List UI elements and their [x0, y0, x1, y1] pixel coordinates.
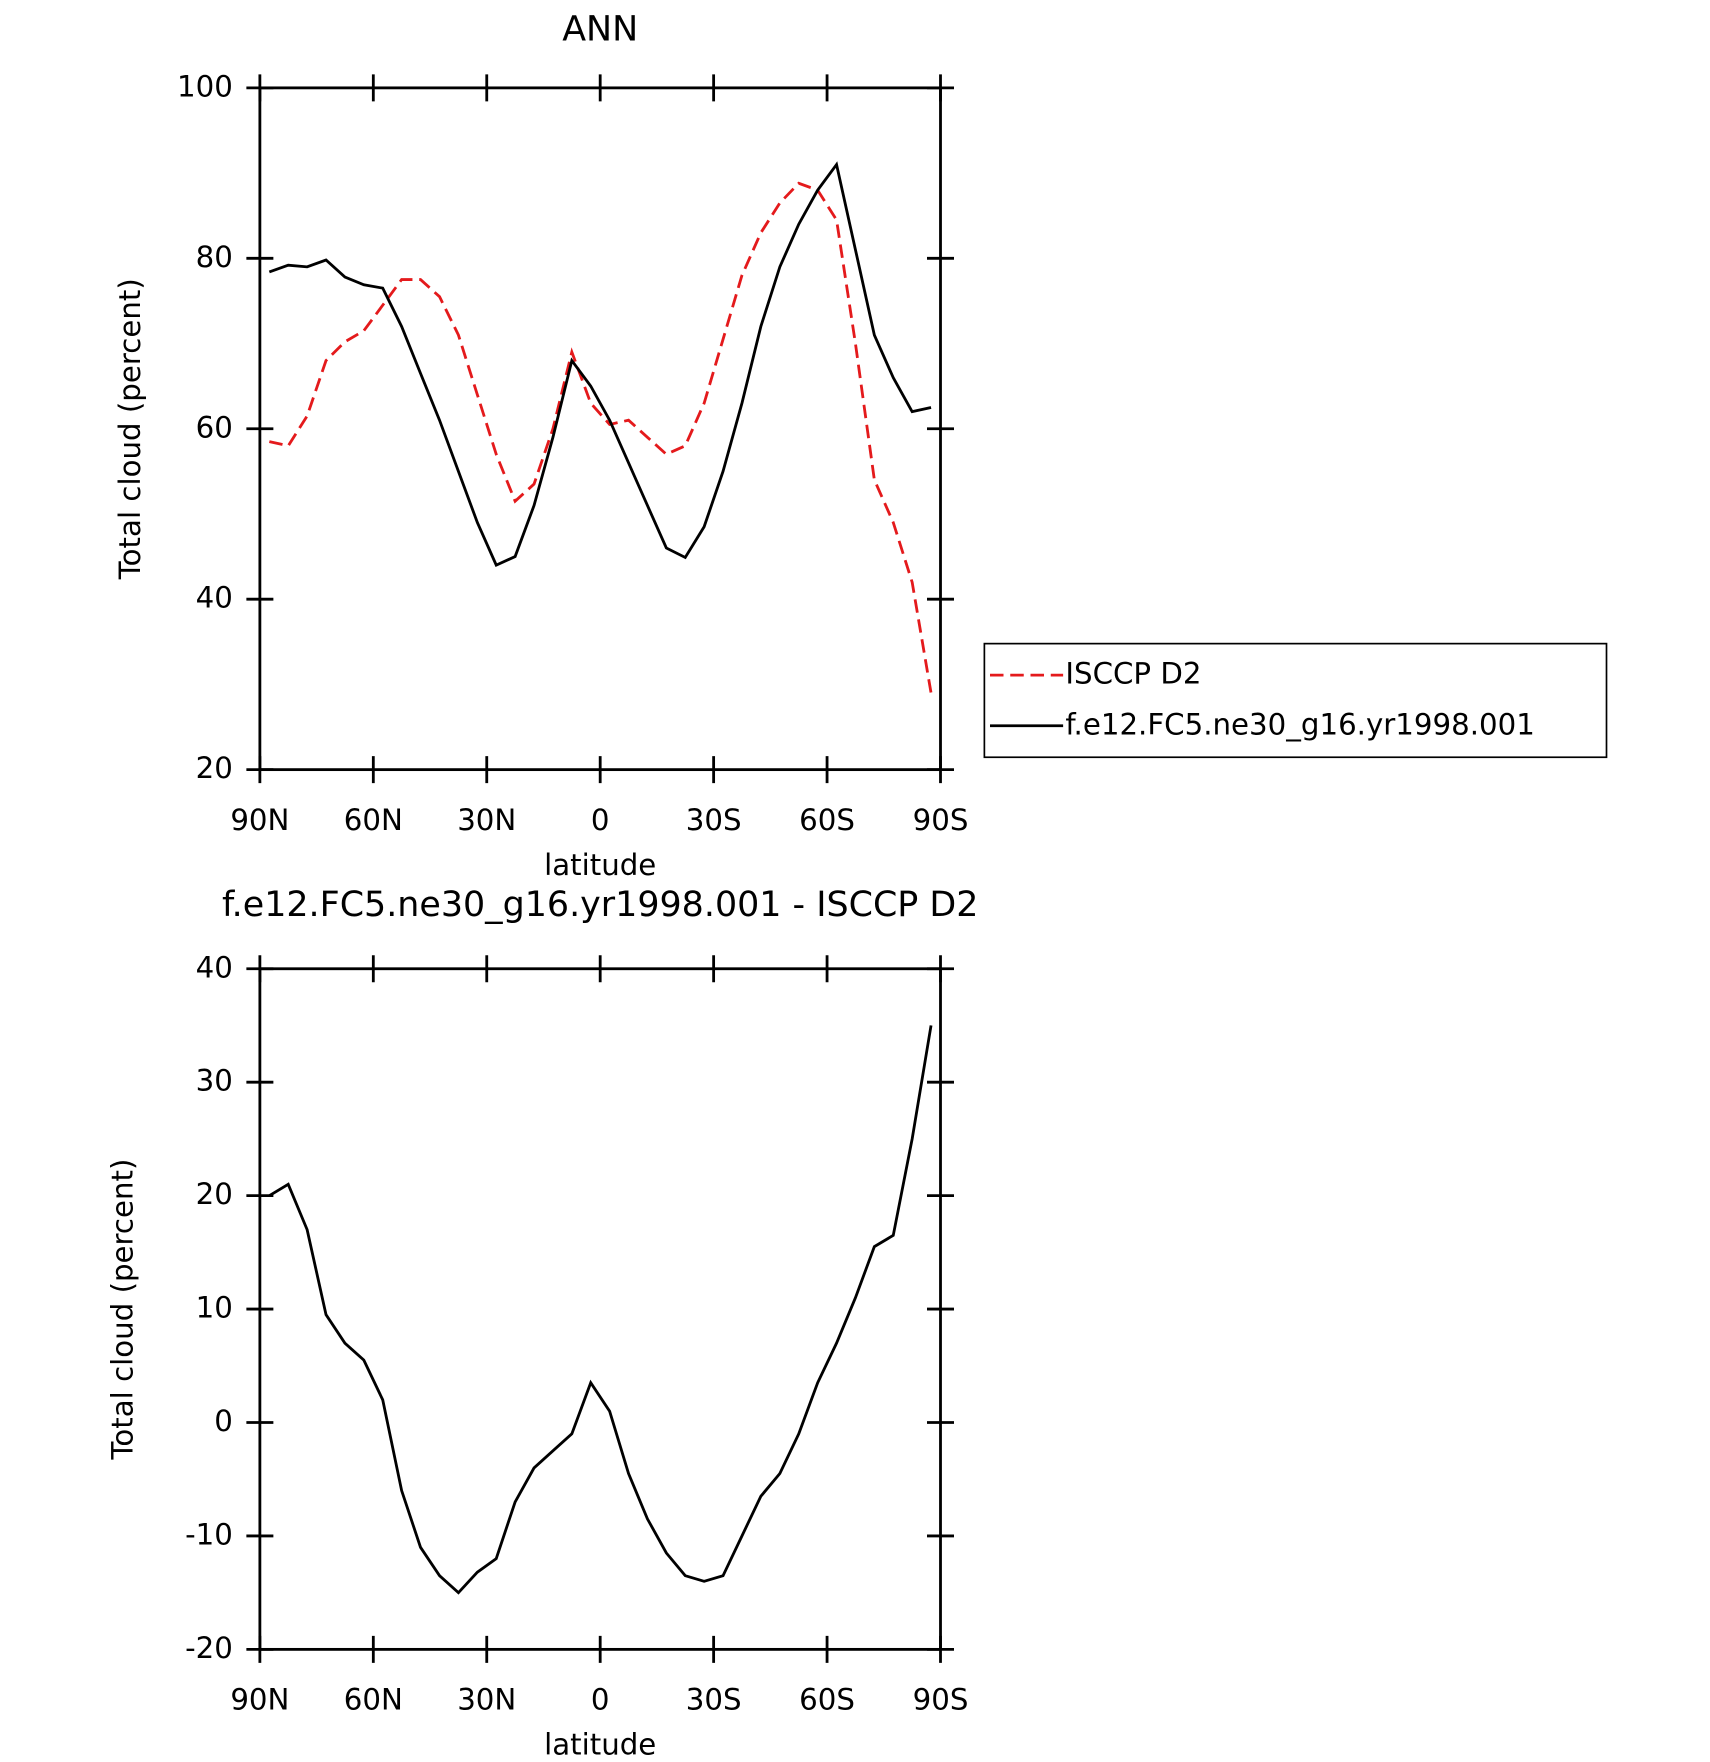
- y-tick-label: -20: [185, 1631, 233, 1665]
- y-tick-label: -10: [185, 1517, 233, 1551]
- data-line: [268, 1025, 933, 1595]
- y-tick-label: 40: [196, 950, 233, 984]
- x-tick-label: 0: [591, 803, 610, 837]
- data-line: [268, 161, 932, 567]
- x-tick-label: 60S: [799, 803, 855, 837]
- y-axis-label: Total cloud (percent): [105, 1159, 139, 1461]
- x-tick-label: 30S: [686, 803, 742, 837]
- x-tick-label: 90S: [913, 803, 969, 837]
- plot-frame: [258, 967, 942, 1651]
- x-axis-label: latitude: [544, 848, 656, 882]
- data-line: [269, 181, 933, 694]
- chart-title: f.e12.FC5.ne30_g16.yr1998.001 - ISCCP D2: [222, 885, 979, 925]
- x-tick-label: 60N: [344, 803, 403, 837]
- x-tick-label: 90N: [230, 1683, 289, 1717]
- y-tick-label: 60: [196, 410, 233, 444]
- y-tick-label: 10: [196, 1291, 233, 1325]
- y-tick-label: 80: [196, 240, 233, 274]
- y-tick-label: 40: [196, 581, 233, 615]
- legend-label: ISCCP D2: [1065, 657, 1201, 691]
- chart-title: ANN: [562, 10, 638, 50]
- x-tick-label: 60N: [344, 1683, 403, 1717]
- plot-frame: [258, 86, 942, 772]
- x-tick-label: 90S: [913, 1683, 969, 1717]
- y-tick-label: 0: [214, 1404, 233, 1438]
- y-tick-label: 30: [196, 1064, 233, 1098]
- x-tick-label: 30S: [686, 1683, 742, 1717]
- legend-label: f.e12.FC5.ne30_g16.yr1998.001: [1065, 707, 1535, 741]
- y-axis-label: Total cloud (percent): [113, 278, 147, 580]
- x-tick-label: 30N: [457, 803, 516, 837]
- x-axis-label: latitude: [544, 1728, 656, 1762]
- y-tick-label: 100: [177, 69, 233, 103]
- y-tick-label: 20: [196, 1177, 233, 1211]
- x-tick-label: 90N: [230, 803, 289, 837]
- x-tick-label: 0: [591, 1683, 610, 1717]
- y-tick-label: 20: [196, 751, 233, 785]
- x-tick-label: 30N: [457, 1683, 516, 1717]
- x-tick-label: 60S: [799, 1683, 855, 1717]
- legend-box: [983, 642, 1608, 759]
